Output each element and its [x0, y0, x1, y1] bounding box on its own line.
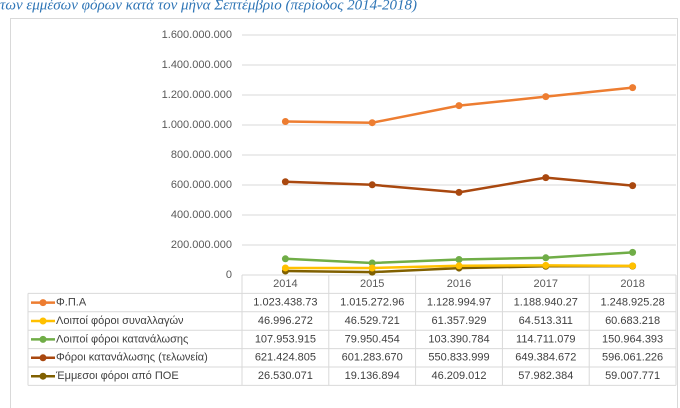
y-tick-label: 1.200.000.000: [162, 89, 232, 101]
table-value: 1.248.925.28: [600, 297, 664, 309]
table-value: 621.424.805: [255, 352, 316, 364]
point: [281, 117, 289, 125]
y-tick-label: 800.000.000: [171, 149, 232, 161]
table-value: 61.357.929: [431, 315, 486, 327]
point: [281, 178, 289, 186]
point: [542, 254, 550, 262]
x-tick-label: 2017: [534, 278, 558, 290]
legend-marker: [39, 299, 47, 307]
point: [368, 181, 376, 189]
table-value: 26.530.071: [258, 370, 313, 382]
y-tick-label: 400.000.000: [171, 209, 232, 221]
point: [629, 84, 637, 92]
point: [368, 264, 376, 272]
table-value: 46.529.721: [345, 315, 400, 327]
point: [455, 255, 463, 263]
y-tick-label: 200.000.000: [171, 239, 232, 251]
y-tick-label: 0: [226, 269, 232, 281]
table-value: 103.390.784: [428, 333, 489, 345]
legend-label: Φ.Π.Α: [56, 297, 87, 309]
x-tick-label: 2015: [360, 278, 384, 290]
legend-label: Φόροι κατανάλωσης (τελωνεία): [56, 352, 208, 364]
point: [281, 264, 289, 272]
table-value: 649.384.672: [515, 352, 576, 364]
point: [542, 261, 550, 269]
point: [455, 102, 463, 110]
y-tick-label: 1.400.000.000: [162, 59, 232, 71]
table-value: 150.964.393: [602, 333, 663, 345]
table-value: 1.128.994.97: [427, 297, 491, 309]
legend-label: Λοιποί φόροι κατανάλωσης: [56, 333, 188, 345]
chart-title: των εμμέσων φόρων κατά τον μήνα Σεπτέμβρ…: [0, 0, 417, 13]
point: [368, 119, 376, 127]
table-value: 601.283.670: [342, 352, 403, 364]
x-tick-label: 2016: [447, 278, 471, 290]
point: [629, 182, 637, 190]
table-value: 64.513.311: [519, 315, 573, 327]
point: [629, 248, 637, 256]
table-value: 550.833.999: [428, 352, 489, 364]
table-value: 60.683.218: [605, 315, 660, 327]
point: [542, 174, 550, 182]
point: [629, 262, 637, 270]
legend-marker: [39, 317, 47, 325]
table-value: 1.023.438.73: [253, 297, 317, 309]
table-value: 114.711.079: [516, 333, 576, 345]
table-value: 1.188.940.27: [514, 297, 578, 309]
x-tick-label: 2014: [273, 278, 297, 290]
y-tick-label: 600.000.000: [171, 179, 232, 191]
legend-marker: [39, 354, 47, 362]
legend-label: Έμμεσοι φόροι από ΠΟΕ: [55, 370, 179, 382]
chart-frame: [10, 18, 678, 408]
table-value: 57.982.384: [518, 370, 573, 382]
y-tick-label: 1.000.000.000: [162, 119, 232, 131]
x-tick-label: 2018: [620, 278, 644, 290]
y-tick-label: 1.600.000.000: [162, 29, 232, 41]
table-value: 19.136.894: [345, 370, 400, 382]
table-value: 46.996.272: [258, 315, 313, 327]
table-value: 59.007.771: [605, 370, 660, 382]
table-value: 1.015.272.96: [340, 297, 404, 309]
point: [281, 255, 289, 263]
table-value: 107.953.915: [255, 333, 316, 345]
legend-marker: [39, 335, 47, 343]
legend-marker: [39, 372, 47, 380]
table-value: 596.061.226: [602, 352, 663, 364]
point: [455, 188, 463, 196]
table-value: 46.209.012: [431, 370, 486, 382]
point: [542, 93, 550, 101]
legend-label: Λοιποί φόροι συναλλαγών: [56, 315, 184, 327]
table-value: 79.950.454: [345, 333, 400, 345]
point: [455, 262, 463, 270]
point: [368, 259, 376, 267]
